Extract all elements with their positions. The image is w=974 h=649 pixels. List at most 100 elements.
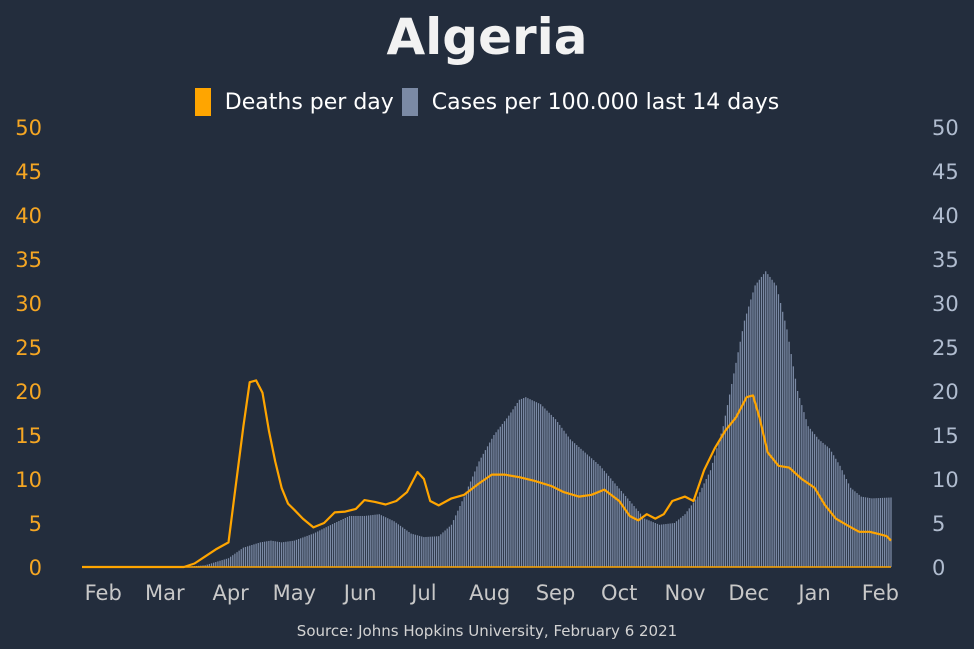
- cases-bar: [234, 553, 236, 567]
- y-left-tick-label: 10: [15, 468, 42, 492]
- cases-bar: [720, 433, 722, 567]
- cases-bar: [474, 471, 476, 567]
- cases-bar: [382, 516, 385, 567]
- cases-bar: [297, 539, 300, 567]
- cases-bar: [321, 529, 323, 567]
- cases-bar: [658, 524, 661, 567]
- cases-bar: [595, 462, 597, 567]
- cases-bar: [703, 483, 705, 567]
- y-right-tick-label: 45: [932, 160, 959, 184]
- cases-bar: [845, 479, 848, 567]
- cases-bar: [421, 536, 423, 567]
- x-tick-label: May: [273, 581, 316, 605]
- x-tick-label: Jan: [796, 581, 830, 605]
- cases-bar: [518, 399, 521, 567]
- cases-bar: [355, 515, 357, 567]
- cases-bar: [261, 542, 264, 567]
- y-right-tick-label: 10: [932, 468, 959, 492]
- cases-bar: [762, 274, 765, 567]
- cases-bar: [644, 518, 646, 567]
- cases-bar: [777, 294, 780, 567]
- legend-label-cases: Cases per 100.000 last 14 days: [431, 89, 780, 115]
- cases-bar: [493, 435, 495, 567]
- y-left-tick-label: 25: [15, 336, 42, 360]
- cases-bar: [291, 540, 293, 567]
- legend-item-cases[interactable]: Cases per 100.000 last 14 days: [401, 88, 780, 116]
- cases-bar: [820, 441, 822, 567]
- cases-bar: [314, 532, 317, 567]
- cases-bar: [654, 523, 656, 567]
- cases-bar: [469, 481, 472, 567]
- cases-bar: [457, 510, 459, 567]
- cases-bar: [410, 533, 412, 567]
- cases-bar: [344, 517, 346, 567]
- cases-bar: [208, 563, 211, 567]
- cases-bar: [790, 354, 792, 567]
- cases-bar: [737, 352, 739, 567]
- cases-bar: [699, 492, 701, 567]
- cases-bar: [414, 534, 416, 567]
- cases-bar: [257, 543, 259, 567]
- cases-bar: [429, 536, 431, 567]
- cases-bar: [334, 523, 336, 567]
- legend-item-deaths[interactable]: Deaths per day: [194, 88, 394, 116]
- cases-bar: [765, 271, 767, 567]
- cases-bar: [312, 533, 315, 567]
- cases-bar: [531, 400, 533, 567]
- cases-bar: [418, 535, 421, 567]
- cases-bar: [455, 515, 457, 567]
- cases-bar: [438, 536, 440, 567]
- cases-bar: [675, 521, 678, 567]
- cases-bar: [295, 539, 298, 567]
- y-right-tick-label: 20: [932, 380, 959, 404]
- y-left-tick-label: 35: [15, 248, 42, 272]
- source-note: Source: Johns Hopkins University, Februa…: [296, 622, 678, 640]
- cases-bar: [412, 534, 414, 567]
- cases-bar: [213, 562, 215, 567]
- cases-bar: [270, 540, 272, 567]
- cases-bar: [561, 427, 563, 567]
- x-tick-label: Jun: [342, 581, 377, 605]
- cases-bar: [576, 445, 578, 567]
- cases-bar: [888, 497, 890, 567]
- x-tick-label: Sep: [536, 581, 576, 605]
- cases-bar: [661, 524, 663, 567]
- cases-bar: [404, 528, 406, 567]
- cases-bar: [697, 496, 699, 567]
- cases-bar: [342, 518, 344, 567]
- cases-bar: [357, 515, 359, 567]
- cases-bar: [472, 476, 474, 567]
- cases-bar: [554, 419, 557, 567]
- cases-bar: [540, 404, 542, 567]
- cases-bar: [210, 563, 213, 567]
- cases-bar: [799, 398, 801, 567]
- cases-bar: [255, 543, 257, 567]
- cases-bar: [323, 528, 325, 567]
- cases-bar: [363, 515, 366, 567]
- cases-bar: [215, 562, 217, 567]
- cases-bar: [620, 490, 622, 567]
- cases-bar: [263, 541, 266, 567]
- cases-bar: [236, 552, 238, 567]
- cases-bar: [242, 547, 245, 567]
- cases-bar: [624, 495, 627, 567]
- cases-bar: [266, 541, 268, 567]
- legend: Deaths per day Cases per 100.000 last 14…: [0, 88, 974, 116]
- cases-bar: [542, 406, 544, 567]
- y-left-tick-label: 5: [29, 512, 42, 536]
- cases-bar: [612, 480, 614, 567]
- cases-bar: [336, 521, 338, 567]
- cases-bar: [348, 515, 351, 567]
- cases-bar: [217, 561, 219, 567]
- cases-bar: [380, 515, 383, 567]
- cases-bar: [773, 282, 775, 567]
- cases-bar: [756, 282, 758, 567]
- cases-bar: [605, 473, 608, 567]
- cases-bar: [752, 292, 754, 567]
- cases-bar: [516, 402, 518, 567]
- cases-bar: [695, 499, 697, 567]
- cases-bar: [641, 516, 644, 567]
- cases-bar: [563, 430, 565, 567]
- cases-bar: [805, 419, 807, 567]
- cases-bar: [667, 523, 669, 567]
